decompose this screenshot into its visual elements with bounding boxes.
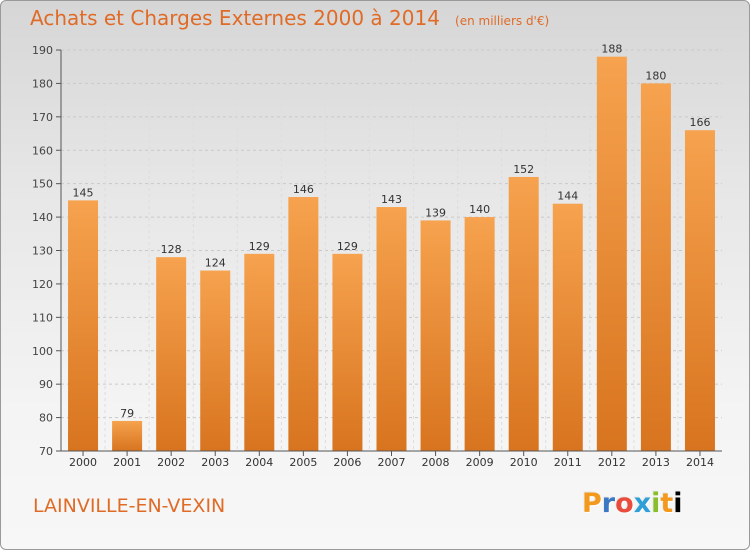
x-tick-label: 2003 xyxy=(201,456,229,469)
bar-2002 xyxy=(156,257,187,451)
logo-letter: t xyxy=(660,488,674,519)
proxiti-logo: Proxiti xyxy=(582,488,683,519)
bar-2008 xyxy=(420,220,451,451)
x-tick-label: 2009 xyxy=(466,456,494,469)
y-tick-label: 190 xyxy=(32,44,53,57)
y-tick-label: 150 xyxy=(32,178,53,191)
bar-2012 xyxy=(596,56,627,451)
y-tick-label: 120 xyxy=(32,278,53,291)
y-tick-label: 170 xyxy=(32,111,53,124)
bar-2000 xyxy=(68,200,99,451)
bar-value-label: 144 xyxy=(557,190,578,203)
y-tick-label: 180 xyxy=(32,77,53,90)
x-tick-label: 2001 xyxy=(113,456,141,469)
logo-letter: o xyxy=(615,488,634,519)
commune-name: LAINVILLE-EN-VEXIN xyxy=(33,495,226,517)
bar-2006 xyxy=(332,253,363,451)
bar-layer xyxy=(68,56,715,452)
x-tick-label: 2013 xyxy=(642,456,670,469)
bar-value-label: 188 xyxy=(601,43,622,56)
x-tick-label: 2002 xyxy=(157,456,185,469)
y-tick-label: 140 xyxy=(32,211,53,224)
x-tick-label: 2007 xyxy=(378,456,406,469)
bar-2014 xyxy=(684,130,715,451)
bar-value-label: 143 xyxy=(381,193,402,206)
y-tick-label: 80 xyxy=(39,412,53,425)
bar-2011 xyxy=(552,203,583,451)
bar-value-label: 129 xyxy=(249,240,270,253)
y-tick-label: 100 xyxy=(32,345,53,358)
bar-2013 xyxy=(640,83,671,452)
chart-unit-note: (en milliers d'€) xyxy=(455,14,550,28)
bar-2005 xyxy=(288,197,319,451)
chart-title: Achats et Charges Externes 2000 à 2014 xyxy=(30,6,440,30)
bar-2001 xyxy=(112,420,143,451)
logo-letter: i xyxy=(673,488,683,519)
y-tick-label: 160 xyxy=(32,144,53,157)
bar-2004 xyxy=(244,253,275,451)
logo-letter: i xyxy=(651,488,661,519)
bar-value-label: 166 xyxy=(689,116,710,129)
bar-2009 xyxy=(464,217,495,451)
y-tick-label: 90 xyxy=(39,378,53,391)
bar-value-label: 129 xyxy=(337,240,358,253)
logo-letter: x xyxy=(633,488,652,519)
bar-value-label: 124 xyxy=(205,257,226,270)
bar-value-label: 145 xyxy=(73,186,94,199)
logo-letter: P xyxy=(582,488,602,519)
bar-value-label: 79 xyxy=(120,407,134,420)
bar-value-label: 152 xyxy=(513,163,534,176)
x-tick-label: 2012 xyxy=(598,456,626,469)
label-layer: 145 2000 79 2001 128 2002 124 2003 129 2004 146 200… xyxy=(69,43,714,469)
x-tick-label: 2005 xyxy=(289,456,317,469)
x-tick-label: 2010 xyxy=(510,456,538,469)
bar-2007 xyxy=(376,207,407,451)
bar-value-label: 180 xyxy=(645,69,666,82)
bar-value-label: 140 xyxy=(469,203,490,216)
bar-value-label: 139 xyxy=(425,206,446,219)
y-tick-label: 70 xyxy=(39,445,53,458)
x-tick-label: 2006 xyxy=(333,456,361,469)
title-row: Achats et Charges Externes 2000 à 2014 (… xyxy=(30,6,549,30)
bar-value-label: 146 xyxy=(293,183,314,196)
x-tick-label: 2004 xyxy=(245,456,273,469)
y-tick-label: 130 xyxy=(32,245,53,258)
bar-value-label: 128 xyxy=(161,243,182,256)
x-tick-label: 2014 xyxy=(686,456,714,469)
x-tick-label: 2011 xyxy=(554,456,582,469)
y-tick-label: 110 xyxy=(32,311,53,324)
x-tick-label: 2000 xyxy=(69,456,97,469)
bar-2010 xyxy=(508,176,539,451)
axis-layer: 70 80 90 100 110 120 130 140 150 160 170 180 190 xyxy=(32,44,722,458)
logo-letter: r xyxy=(601,488,616,519)
x-tick-label: 2008 xyxy=(422,456,450,469)
bar-2003 xyxy=(200,270,231,451)
